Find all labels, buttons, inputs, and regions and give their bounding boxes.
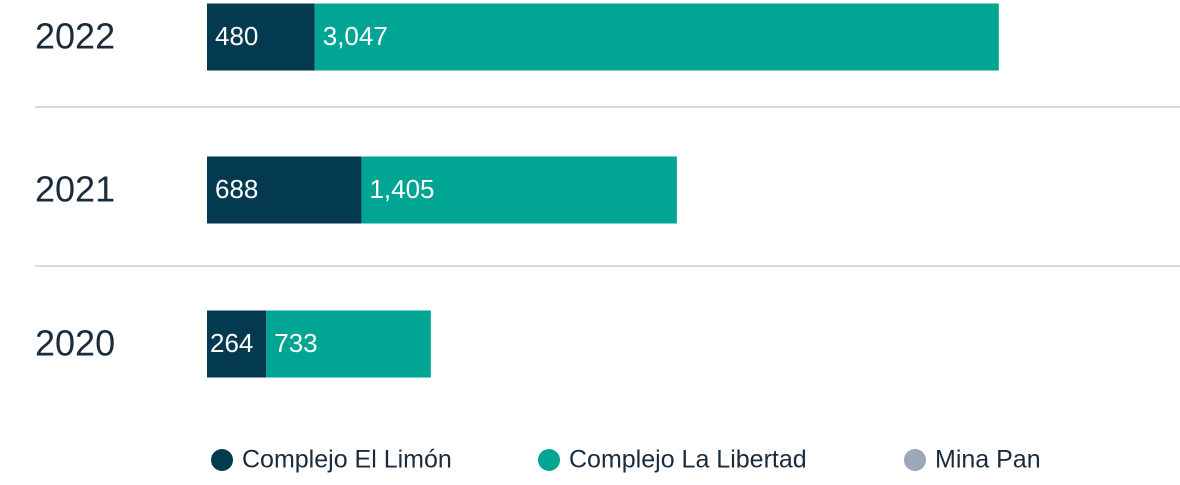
category-label: 2021 — [35, 169, 115, 210]
legend-swatch — [538, 449, 560, 471]
bar-segment — [207, 3, 315, 71]
value-label: 3,047 — [323, 21, 388, 51]
legend-label: Complejo El Limón — [242, 446, 452, 474]
category-label: 2020 — [35, 323, 115, 364]
bar-segment — [314, 3, 999, 71]
bar-segment — [207, 156, 362, 224]
category-label: 2022 — [35, 16, 115, 57]
bar-segment — [207, 310, 267, 378]
value-label: 1,405 — [369, 174, 434, 204]
legend-label: Mina Pan — [935, 446, 1041, 474]
legend-swatch — [904, 449, 926, 471]
bar-segment — [361, 156, 677, 224]
value-label: 264 — [210, 328, 253, 358]
value-label: 688 — [215, 174, 258, 204]
legend-label: Complejo La Libertad — [569, 446, 807, 474]
value-label: 733 — [274, 328, 317, 358]
legend-swatch — [211, 449, 233, 471]
value-label: 480 — [215, 21, 258, 51]
bar-segment — [266, 310, 431, 378]
